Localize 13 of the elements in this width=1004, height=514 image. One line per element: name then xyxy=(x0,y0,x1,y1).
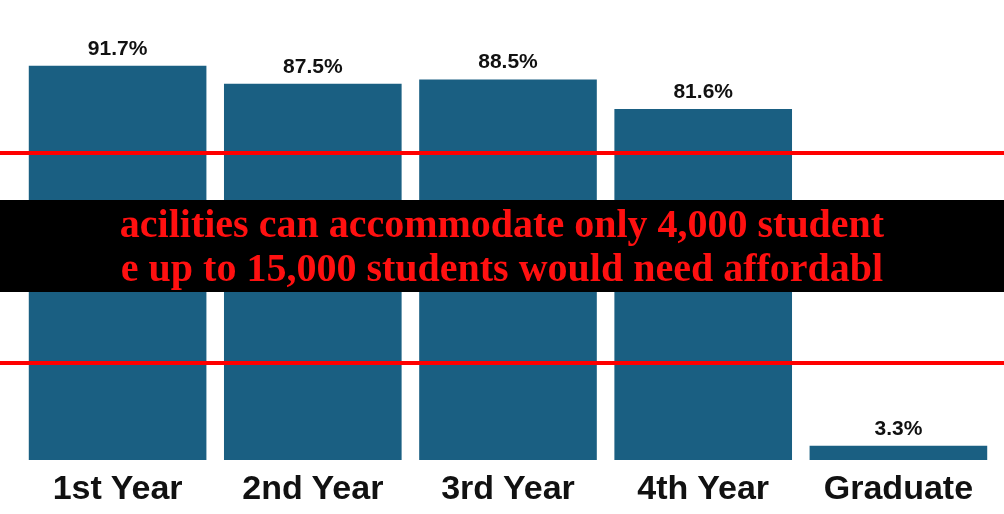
data-label: 81.6% xyxy=(673,79,734,103)
data-label: 3.3% xyxy=(874,415,923,439)
bar xyxy=(809,445,988,460)
x-tick-label: 2nd Year xyxy=(242,468,384,506)
x-tick-label: 3rd Year xyxy=(441,468,575,506)
annotation: e up to 15,000 students would need affordabl xyxy=(119,245,885,290)
x-tick-label: 4th Year xyxy=(637,468,770,506)
data-label: 87.5% xyxy=(283,53,343,77)
data-label: 91.7% xyxy=(87,35,148,59)
x-tick-label: Graduate xyxy=(823,468,974,506)
annotation: acilities can accommodate only 4,000 student xyxy=(118,201,886,246)
data-label: 88.5% xyxy=(478,49,539,73)
x-tick-label: 1st Year xyxy=(52,468,183,506)
